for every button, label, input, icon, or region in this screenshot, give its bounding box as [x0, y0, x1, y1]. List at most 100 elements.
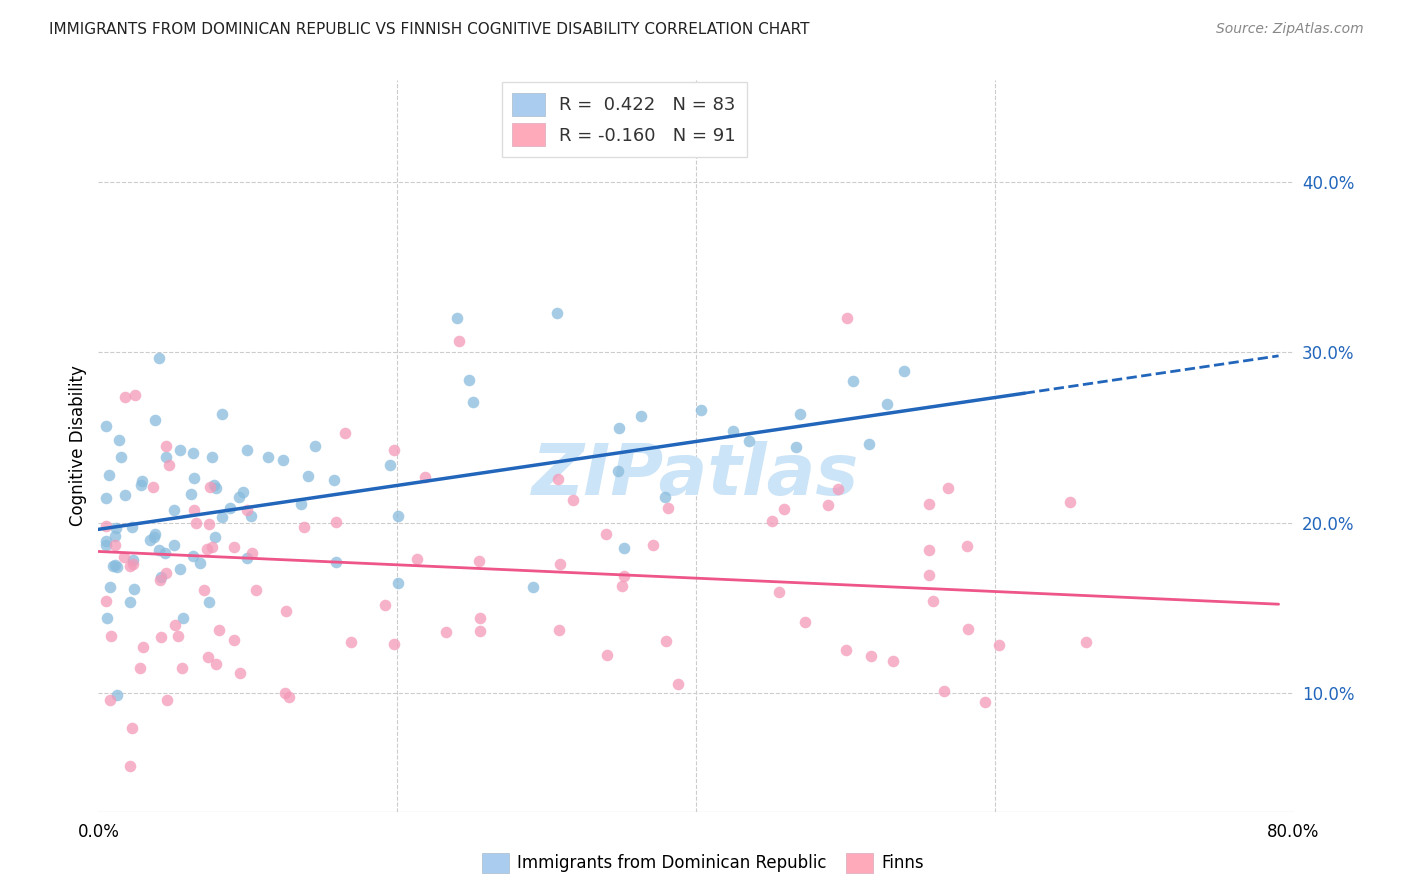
- Point: [148, 574, 170, 588]
- Point: [222, 540, 245, 554]
- Point: [163, 503, 186, 517]
- Point: [129, 660, 152, 674]
- Point: [595, 526, 617, 541]
- Point: [149, 569, 172, 583]
- Text: Source: ZipAtlas.com: Source: ZipAtlas.com: [1216, 22, 1364, 37]
- Point: [382, 637, 405, 651]
- Point: [666, 677, 689, 691]
- Point: [172, 661, 194, 675]
- Point: [723, 424, 745, 438]
- Point: [94, 538, 117, 552]
- Point: [155, 566, 177, 580]
- Point: [271, 453, 294, 467]
- Point: [630, 409, 652, 424]
- Point: [236, 550, 259, 565]
- Point: [100, 580, 122, 594]
- Point: [339, 634, 361, 648]
- Point: [155, 546, 177, 560]
- Point: [596, 648, 619, 663]
- Point: [228, 490, 250, 504]
- Point: [835, 642, 858, 657]
- Point: [148, 542, 170, 557]
- Point: [918, 543, 941, 558]
- Point: [94, 534, 117, 549]
- Point: [613, 541, 636, 555]
- Point: [561, 493, 583, 508]
- Point: [197, 650, 219, 665]
- Point: [657, 501, 679, 516]
- Point: [374, 598, 396, 612]
- Point: [974, 695, 997, 709]
- Point: [104, 538, 127, 552]
- Text: ZIPatlas: ZIPatlas: [533, 441, 859, 509]
- Point: [922, 594, 945, 608]
- Point: [297, 469, 319, 483]
- Point: [378, 458, 401, 473]
- Point: [789, 408, 811, 422]
- Point: [274, 604, 297, 618]
- Point: [180, 486, 202, 500]
- Point: [613, 568, 636, 582]
- Point: [110, 450, 132, 465]
- Point: [236, 443, 259, 458]
- Point: [457, 373, 479, 387]
- Point: [463, 394, 485, 409]
- Point: [413, 470, 436, 484]
- Legend: R =  0.422   N = 83, R = -0.160   N = 91: R = 0.422 N = 83, R = -0.160 N = 91: [502, 82, 747, 157]
- Point: [157, 458, 180, 472]
- Point: [167, 629, 190, 643]
- Point: [654, 490, 676, 504]
- Point: [817, 498, 839, 512]
- Point: [955, 539, 977, 553]
- Point: [97, 468, 120, 483]
- Point: [387, 576, 409, 591]
- Point: [142, 530, 165, 544]
- Point: [120, 595, 142, 609]
- Point: [405, 552, 427, 566]
- Point: [654, 634, 676, 648]
- Point: [129, 477, 152, 491]
- Point: [121, 552, 143, 566]
- Point: [105, 559, 128, 574]
- Point: [325, 555, 347, 569]
- Point: [278, 690, 301, 705]
- Point: [94, 491, 117, 505]
- Point: [121, 721, 143, 735]
- Point: [785, 441, 807, 455]
- Point: [690, 403, 713, 417]
- Point: [236, 503, 259, 517]
- Point: [643, 538, 665, 552]
- Point: [205, 657, 228, 671]
- Point: [98, 693, 121, 707]
- Point: [384, 443, 406, 458]
- Point: [522, 580, 544, 594]
- Point: [827, 482, 849, 496]
- Point: [131, 474, 153, 488]
- Point: [122, 558, 145, 572]
- Point: [188, 557, 211, 571]
- Point: [447, 334, 470, 348]
- Point: [122, 582, 145, 597]
- Point: [858, 437, 880, 451]
- Point: [94, 594, 117, 608]
- Point: [198, 516, 221, 531]
- Point: [211, 510, 233, 524]
- Point: [204, 530, 226, 544]
- Point: [184, 516, 207, 530]
- Point: [245, 582, 267, 597]
- Point: [761, 514, 783, 528]
- Point: [323, 473, 346, 487]
- Point: [837, 311, 859, 326]
- Point: [292, 520, 315, 534]
- Point: [932, 684, 955, 698]
- Point: [156, 693, 179, 707]
- Point: [94, 519, 117, 533]
- Point: [183, 471, 205, 485]
- Point: [1059, 495, 1081, 509]
- Point: [108, 434, 131, 448]
- Point: [893, 364, 915, 378]
- Point: [446, 310, 468, 325]
- Point: [148, 351, 170, 365]
- Point: [169, 562, 191, 576]
- Point: [143, 413, 166, 427]
